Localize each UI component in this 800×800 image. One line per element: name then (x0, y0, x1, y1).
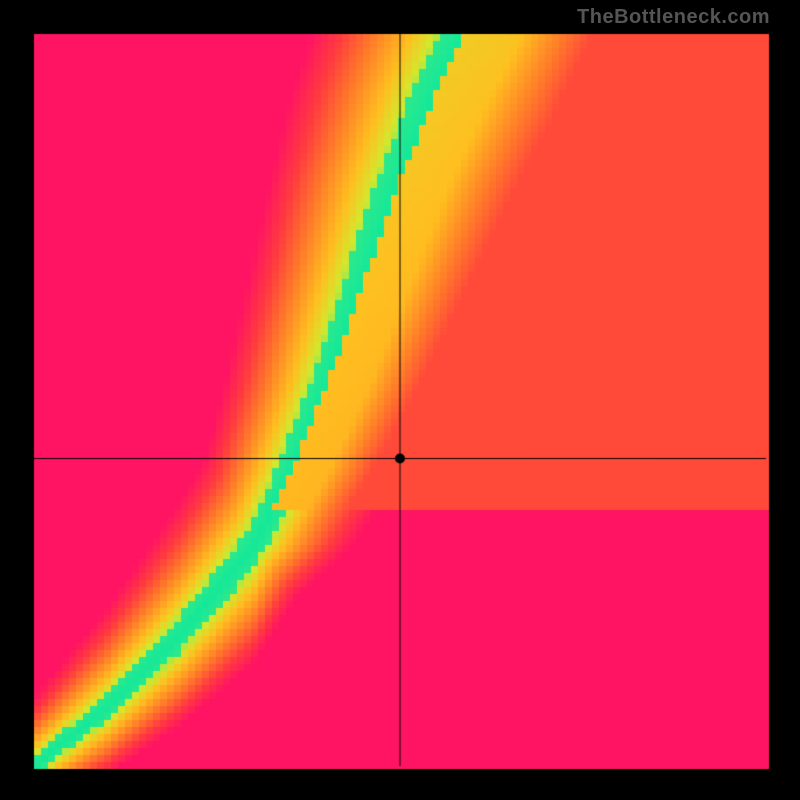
bottleneck-heatmap (0, 0, 800, 800)
chart-container: TheBottleneck.com (0, 0, 800, 800)
watermark-text: TheBottleneck.com (577, 6, 770, 29)
